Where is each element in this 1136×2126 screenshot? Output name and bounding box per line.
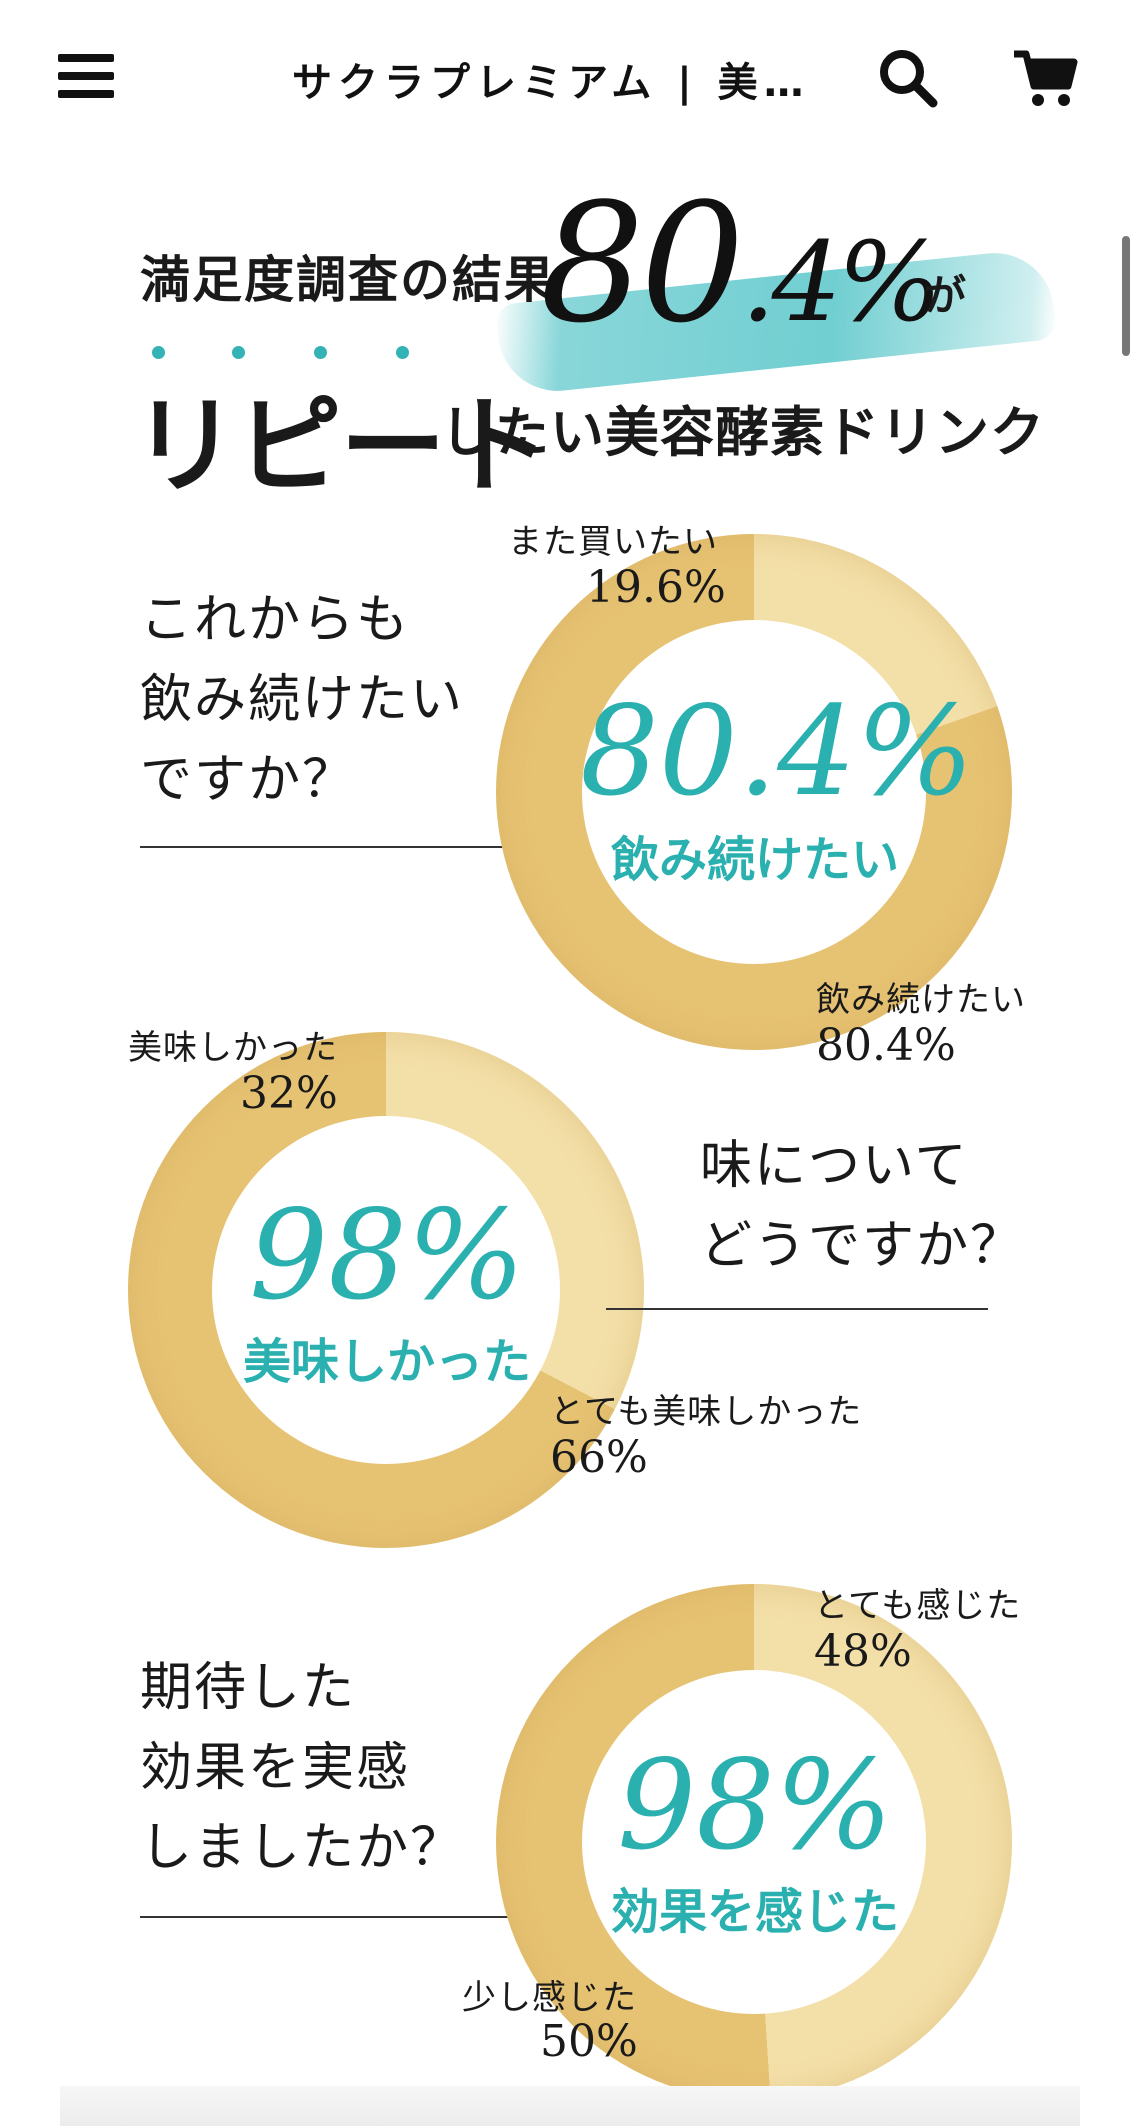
donut-center-value: 98% xyxy=(617,1734,893,1878)
segment-label: 美味しかった xyxy=(128,1028,338,1068)
question-effect: 期待した 効果を実感 しましたか？ xyxy=(140,1658,465,1878)
next-section-preview xyxy=(60,2086,1080,2126)
headline-particle: が xyxy=(924,271,967,320)
segment-label: 飲み続けたい xyxy=(816,980,1026,1020)
segment-value: 80.4% xyxy=(816,1020,956,1071)
question-taste: 味について どうですか？ xyxy=(700,1136,1025,1276)
segment-label: また買いたい xyxy=(508,522,718,562)
cart-icon[interactable] xyxy=(1012,48,1078,108)
site-title[interactable]: サクラプレミアム | 美容... xyxy=(292,60,832,106)
question-underline xyxy=(140,1916,550,1918)
top-header: サクラプレミアム | 美容... xyxy=(0,0,1136,150)
segment-value: 19.6% xyxy=(586,562,726,613)
segment-label: とても美味しかった xyxy=(550,1392,863,1432)
segment-value: 50% xyxy=(540,2016,638,2067)
segment-value: 66% xyxy=(550,1432,648,1483)
headline-survey-result: 満足度調査の結果 xyxy=(140,250,556,309)
donut-chart-taste xyxy=(128,1032,644,1548)
hamburger-menu-icon[interactable] xyxy=(58,54,116,100)
headline-repeat: リピート xyxy=(132,383,550,508)
segment-value: 32% xyxy=(240,1068,338,1119)
emphasis-dots xyxy=(152,346,452,362)
donut-center-value: 98% xyxy=(249,1184,525,1328)
search-icon[interactable] xyxy=(878,48,938,108)
question-continue: これからも 飲み続けたい ですか？ xyxy=(140,590,465,810)
segment-value: 48% xyxy=(814,1626,912,1677)
donut-center-label: 飲み続けたい xyxy=(610,832,899,888)
donut-center-label: 美味しかった xyxy=(242,1334,531,1390)
donut-center-label: 効果を感じた xyxy=(610,1884,899,1940)
donut-center-value: 80.4% xyxy=(580,680,974,824)
segment-label: 少し感じた xyxy=(462,1978,637,2018)
segment-label: とても感じた xyxy=(814,1586,1022,1626)
headline-rest: したい美容酵素ドリンク xyxy=(440,400,1045,464)
question-underline xyxy=(140,846,550,848)
donut-chart-continue xyxy=(496,534,1012,1050)
page-scrollbar[interactable] xyxy=(1122,236,1130,356)
question-underline xyxy=(606,1308,988,1310)
headline-big-percent: 80.4% xyxy=(540,168,942,359)
donut-chart-effect xyxy=(496,1584,1012,2100)
